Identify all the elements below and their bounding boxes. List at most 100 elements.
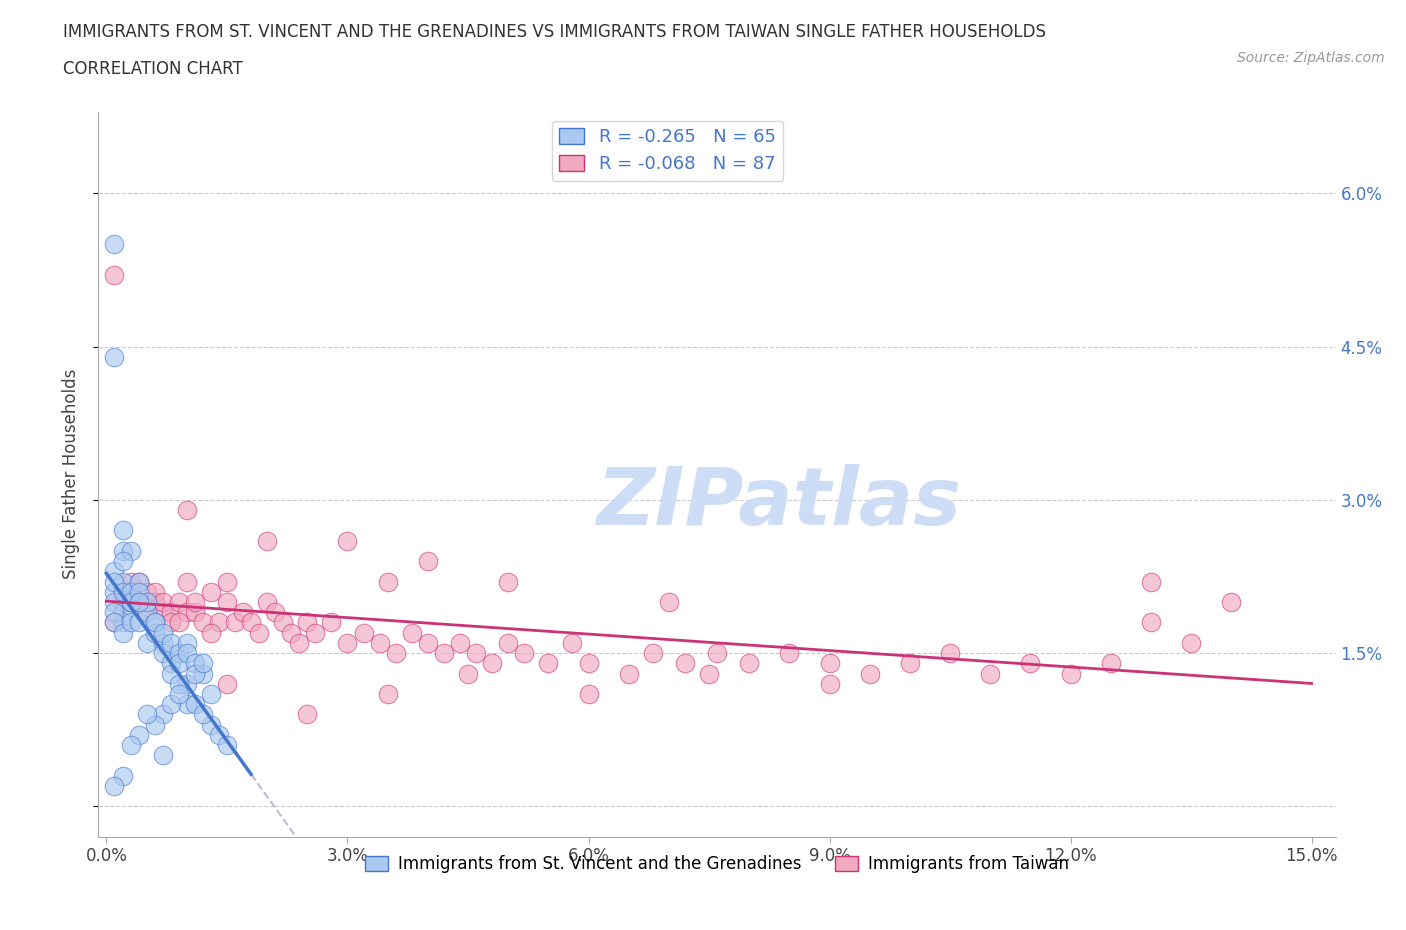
Point <box>128 727 150 742</box>
Point <box>111 523 134 538</box>
Point <box>111 543 134 558</box>
Point <box>215 737 238 752</box>
Point <box>481 656 503 671</box>
Point <box>120 543 142 558</box>
Point <box>706 645 728 660</box>
Point <box>135 707 157 722</box>
Point <box>167 676 190 691</box>
Point <box>120 594 142 609</box>
Point <box>200 584 222 599</box>
Point <box>135 594 157 609</box>
Point <box>184 697 207 711</box>
Point <box>111 594 134 609</box>
Point <box>288 635 311 650</box>
Y-axis label: Single Father Households: Single Father Households <box>62 369 80 579</box>
Point <box>215 574 238 589</box>
Text: Source: ZipAtlas.com: Source: ZipAtlas.com <box>1237 51 1385 65</box>
Point <box>111 584 134 599</box>
Point <box>103 778 125 793</box>
Point <box>103 594 125 609</box>
Point <box>103 615 125 630</box>
Point <box>401 625 423 640</box>
Point <box>240 615 263 630</box>
Point <box>368 635 391 650</box>
Point <box>111 615 134 630</box>
Point <box>416 553 439 568</box>
Point <box>537 656 560 671</box>
Point <box>304 625 326 640</box>
Point <box>336 533 359 548</box>
Point <box>256 533 278 548</box>
Point <box>111 553 134 568</box>
Point <box>449 635 471 650</box>
Point <box>120 574 142 589</box>
Point <box>159 666 181 681</box>
Point <box>152 594 174 609</box>
Point <box>159 697 181 711</box>
Point <box>191 615 214 630</box>
Point <box>859 666 882 681</box>
Text: IMMIGRANTS FROM ST. VINCENT AND THE GRENADINES VS IMMIGRANTS FROM TAIWAN SINGLE : IMMIGRANTS FROM ST. VINCENT AND THE GREN… <box>63 23 1046 41</box>
Point <box>513 645 536 660</box>
Point <box>457 666 479 681</box>
Point <box>103 350 125 365</box>
Point <box>152 635 174 650</box>
Point <box>111 625 134 640</box>
Point <box>1019 656 1042 671</box>
Point <box>176 574 198 589</box>
Point <box>103 564 125 578</box>
Point <box>176 645 198 660</box>
Point <box>191 666 214 681</box>
Point <box>176 604 198 619</box>
Point <box>778 645 800 660</box>
Point <box>256 594 278 609</box>
Point <box>167 594 190 609</box>
Point <box>167 615 190 630</box>
Point <box>617 666 640 681</box>
Point <box>208 615 231 630</box>
Point <box>264 604 287 619</box>
Point <box>103 604 125 619</box>
Text: ZIPatlas: ZIPatlas <box>596 464 962 542</box>
Point <box>184 666 207 681</box>
Point <box>103 237 125 252</box>
Point <box>578 686 600 701</box>
Point <box>1059 666 1081 681</box>
Point <box>496 635 519 650</box>
Point <box>200 717 222 732</box>
Point <box>111 768 134 783</box>
Point <box>297 707 319 722</box>
Point <box>152 645 174 660</box>
Point <box>120 584 142 599</box>
Point <box>224 615 246 630</box>
Point <box>658 594 681 609</box>
Point <box>143 615 166 630</box>
Point <box>128 594 150 609</box>
Point <box>120 594 142 609</box>
Point <box>384 645 406 660</box>
Point <box>184 594 207 609</box>
Point <box>152 604 174 619</box>
Point <box>321 615 343 630</box>
Point <box>159 615 181 630</box>
Point <box>176 635 198 650</box>
Point <box>167 656 190 671</box>
Point <box>465 645 488 660</box>
Point <box>641 645 664 660</box>
Point <box>697 666 720 681</box>
Point <box>939 645 962 660</box>
Point <box>433 645 456 660</box>
Point <box>578 656 600 671</box>
Point <box>673 656 696 671</box>
Point <box>128 584 150 599</box>
Point <box>1220 594 1243 609</box>
Point <box>377 686 399 701</box>
Point <box>184 604 207 619</box>
Point <box>111 574 134 589</box>
Point <box>818 676 841 691</box>
Point <box>103 574 125 589</box>
Point <box>280 625 302 640</box>
Point <box>898 656 921 671</box>
Point <box>159 635 181 650</box>
Point <box>120 737 142 752</box>
